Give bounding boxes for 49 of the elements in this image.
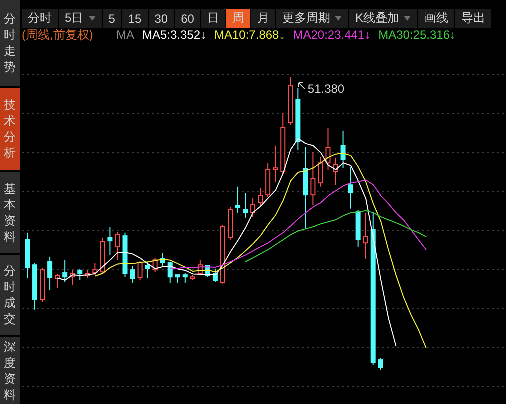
text: MA5:3.352↓ (142, 28, 206, 43)
candlestick (62, 260, 68, 283)
text: MA20:23.441↓ (293, 28, 371, 43)
candlestick (212, 268, 218, 283)
candlestick (243, 192, 248, 218)
category-label: 月 (257, 10, 270, 27)
candlestick (145, 261, 150, 278)
category-label: 更多周期 (282, 10, 330, 27)
category-label: 日 (207, 10, 220, 27)
candlestick (182, 272, 188, 284)
legend-title: MA (116, 28, 134, 43)
category-label: 导出 (461, 10, 486, 27)
candlestick (318, 156, 324, 188)
candlestick (92, 262, 98, 276)
candlestick (236, 186, 241, 214)
candlestick (258, 188, 264, 208)
candlestick (78, 268, 83, 281)
candlestick (250, 198, 256, 218)
category-label: 5日 (65, 10, 84, 27)
text: MA10:7.868↓ (214, 28, 286, 43)
category-label: K线叠加 (355, 10, 400, 27)
category-label: 15 (128, 12, 142, 26)
candlestick (115, 231, 120, 261)
category-label: 分时 (28, 10, 52, 27)
candlestick (138, 260, 143, 281)
annotation: 51.380 (308, 82, 345, 96)
candlestick (310, 152, 316, 206)
category-label: 60 (181, 12, 194, 26)
candlestick (48, 256, 53, 291)
candlestick (130, 265, 136, 284)
chart-title: (周线,前复权) (22, 28, 94, 43)
candlestick (340, 130, 346, 169)
candlestick (273, 145, 278, 182)
candlestick (168, 261, 173, 284)
category-label: 周 (232, 10, 244, 27)
category-label: 30 (154, 12, 168, 26)
category-label: 画线 (424, 10, 448, 27)
category-label: 深度资料 (4, 338, 16, 402)
category-label: 技术分析 (4, 97, 16, 161)
candlestick (55, 273, 60, 288)
candlestick (108, 226, 113, 256)
candlestick (378, 357, 384, 370)
category-label: 基本资料 (4, 180, 16, 244)
candlestick (363, 212, 368, 260)
text: MA30:25.316↓ (378, 28, 456, 43)
category-label: 分时成交 (4, 263, 16, 327)
candlestick (348, 166, 354, 210)
category-label: 5 (108, 12, 116, 26)
category-label: 分时走势 (4, 11, 16, 75)
